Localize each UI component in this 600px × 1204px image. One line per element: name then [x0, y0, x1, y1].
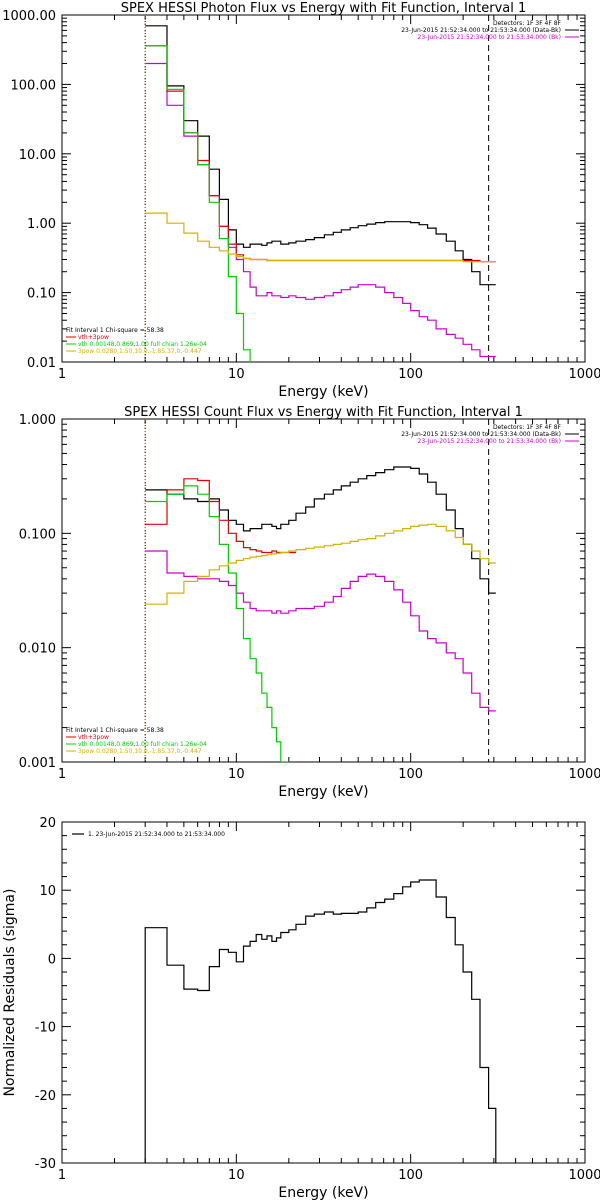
series-line-3 [145, 478, 296, 554]
x-tick-label: 10 [228, 767, 245, 782]
x-tick-label: 100 [398, 367, 423, 382]
y-tick-label: 0.010 [19, 642, 56, 657]
legend-bottom-left-item: Fit Interval 1 Chi-square = 58.38 [66, 327, 164, 334]
y-tick-label: 1.00 [27, 217, 56, 232]
y-tick-label: 20 [39, 816, 56, 831]
x-tick-label: 1 [58, 1168, 66, 1183]
y-tick-label: 100.00 [11, 78, 57, 93]
series-line-5 [145, 523, 496, 605]
x-tick-label: 1000 [568, 1168, 600, 1183]
legend-bottom-left-item: vth+3pow [78, 334, 109, 341]
legend-top-right-item: 23-Jun-2015 21:52:34.000 to 21:53:34.000… [401, 431, 561, 438]
x-tick-label: 100 [398, 767, 423, 782]
x-tick-label: 10 [228, 1168, 245, 1183]
y-tick-label: 1.000 [19, 413, 56, 428]
x-axis-label: Energy (keV) [278, 1185, 368, 1200]
plot-frame [61, 418, 586, 763]
y-tick-label: 0 [48, 952, 56, 967]
legend-bottom-left-item: vth 0.00148,0.869,1.00 full chian 1.26e-… [78, 741, 207, 748]
x-axis-label: Energy (keV) [278, 784, 368, 800]
series-line-4 [145, 485, 290, 762]
legend-bottom-left-item: 3pow 0.0280,1.50,10.0,-1.85,37.0,-0.447 [78, 748, 202, 755]
legend-top-right-item: Detectors: 1F 3F 4F 8F [493, 20, 562, 27]
series-line-1 [144, 879, 497, 1163]
x-tick-label: 10 [228, 367, 245, 382]
series-line-1 [145, 466, 496, 594]
series-line-5 [145, 212, 496, 263]
plot-frame [61, 821, 586, 1164]
legend-top-right-item: 23-Jun-2015 21:52:34.000 to 21:53:34.000… [401, 27, 561, 34]
y-tick-label: 1000.00 [2, 9, 56, 24]
legend-top-right-item: 23-Jun-2015 21:52:34.000 to 21:53:34.000… [418, 34, 561, 41]
y-tick-label: 0.001 [19, 756, 56, 771]
legend-bottom-left-item: vth+3pow [78, 734, 109, 741]
chart-title: SPEX HESSI Photon Flux vs Energy with Fi… [121, 1, 527, 16]
chart-panel-2 [61, 418, 586, 763]
series-line-4 [145, 45, 251, 362]
y-tick-label: 0.10 [27, 287, 56, 302]
series-line-2 [145, 550, 496, 712]
legend-top-right-item: 23-Jun-2015 21:52:34.000 to 21:53:34.000… [418, 438, 561, 445]
x-axis-label: Energy (keV) [278, 384, 368, 400]
series-group [145, 466, 496, 762]
y-tick-label: 10.00 [19, 148, 56, 163]
x-tick-label: 1 [58, 367, 66, 382]
series-group [144, 879, 497, 1163]
series-line-1 [145, 25, 496, 286]
y-tick-label: -10 [35, 1021, 56, 1036]
x-tick-label: 1000 [568, 767, 600, 782]
y-tick-label: -30 [35, 1157, 56, 1172]
y-axis-label: Normalized Residuals (sigma) [2, 889, 18, 1097]
x-tick-label: 1 [58, 767, 66, 782]
chart-panel-3 [61, 821, 586, 1164]
chart-title: SPEX HESSI Count Flux vs Energy with Fit… [124, 405, 523, 420]
chart-panel-1 [61, 14, 586, 363]
plot-frame [61, 14, 586, 363]
y-tick-label: -20 [35, 1089, 56, 1104]
y-tick-label: 0.100 [19, 527, 56, 542]
y-tick-label: 0.01 [27, 356, 56, 371]
legend-bottom-left-item: Fit Interval 1 Chi-square = 58.38 [66, 727, 164, 734]
x-tick-label: 100 [398, 1168, 423, 1183]
legend-bottom-left-item: vth 0.00148,0.869,1.00 full chian 1.26e-… [78, 341, 207, 348]
legend-top-right-item: Detectors: 1F 3F 4F 8F [493, 424, 562, 431]
y-tick-label: 10 [39, 884, 56, 899]
legend-top-left-item: 1. 23-Jun-2015 21:52:34.000 to 21:53:34.… [88, 831, 225, 838]
series-group [145, 25, 496, 362]
legend-bottom-left-item: 3pow 0.0280,1.50,10.0,-1.85,37.0,-0.447 [78, 348, 202, 355]
series-line-2 [145, 62, 496, 358]
x-tick-label: 1000 [568, 367, 600, 382]
